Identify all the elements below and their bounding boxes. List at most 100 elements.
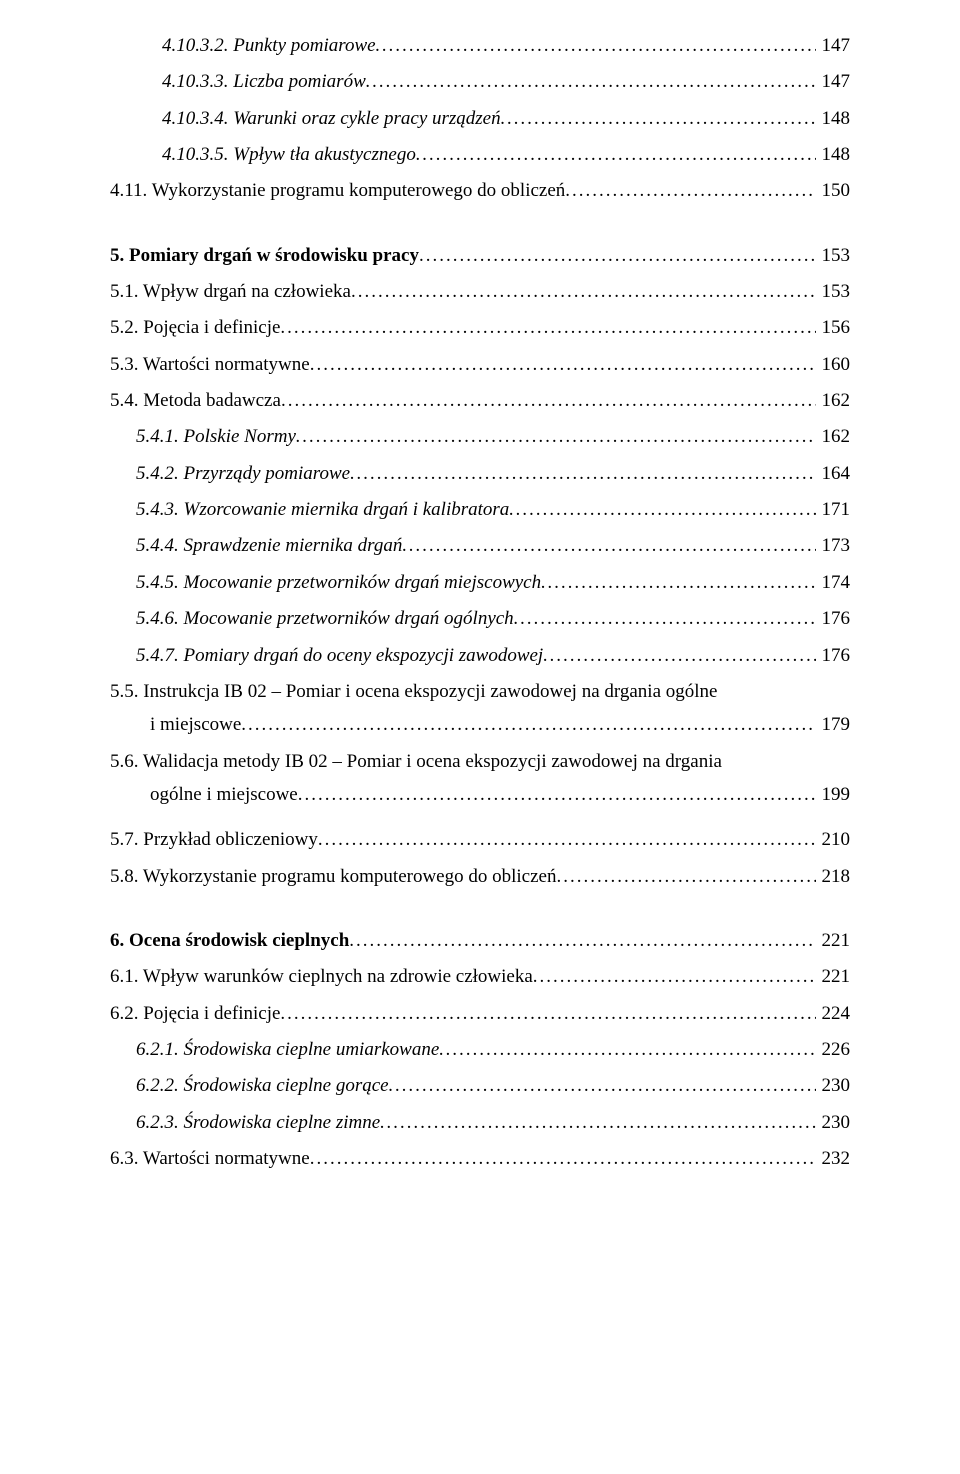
leader-dots (310, 1143, 816, 1174)
leader-dots (543, 640, 815, 671)
toc-entry-text: 5. Pomiary drgań w środowisku pracy (110, 240, 419, 271)
leader-dots (556, 861, 815, 892)
toc-entry-text: 4.10.3.2. Punkty pomiarowe (162, 30, 376, 61)
toc-entry-text: 6.2. Pojęcia i definicje (110, 998, 280, 1029)
leader-dots (389, 1070, 816, 1101)
leader-dots (280, 998, 815, 1029)
toc-page-number: 147 (816, 66, 851, 97)
toc-entry-text: 5.6. Walidacja metody IB 02 – Pomiar i o… (110, 746, 850, 777)
toc-entry: 4.11. Wykorzystanie programu komputerowe… (110, 175, 850, 206)
toc-entry-text: 5.3. Wartości normatywne (110, 349, 310, 380)
toc-entry: 6.2.1. Środowiska cieplne umiarkowane226 (110, 1034, 850, 1065)
toc-entry: 5.2. Pojęcia i definicje 156 (110, 312, 850, 343)
leader-dots (310, 349, 816, 380)
toc-entry: 6.1. Wpływ warunków cieplnych na zdrowie… (110, 961, 850, 992)
toc-entry-text: 5.4.5. Mocowanie przetworników drgań mie… (136, 567, 541, 598)
toc-entry-text: 4.10.3.3. Liczba pomiarów (162, 66, 366, 97)
toc-entry-text: 4.10.3.4. Warunki oraz cykle pracy urząd… (162, 103, 501, 134)
leader-dots (296, 421, 816, 452)
leader-dots (351, 276, 816, 307)
toc-page-number: 176 (816, 640, 851, 671)
toc-page-number: 174 (816, 567, 851, 598)
toc-entry: 5.1. Wpływ drgań na człowieka 153 (110, 276, 850, 307)
toc-page-number: 224 (816, 998, 851, 1029)
leader-dots (349, 925, 815, 956)
leader-dots (541, 567, 815, 598)
toc-entry: 4.10.3.2. Punkty pomiarowe147 (110, 30, 850, 61)
toc-entry-text: 6.2.2. Środowiska cieplne gorące (136, 1070, 389, 1101)
toc-entry-text: i miejscowe (150, 709, 241, 740)
toc-entry: i miejscowe 179 (110, 709, 850, 740)
leader-dots (501, 103, 816, 134)
leader-dots (281, 385, 816, 416)
toc-entry: 5.4.6. Mocowanie przetworników drgań ogó… (110, 603, 850, 634)
leader-dots (241, 709, 815, 740)
leader-dots (416, 139, 816, 170)
leader-dots (514, 603, 816, 634)
toc-entry-text: 5.2. Pojęcia i definicje (110, 312, 280, 343)
leader-dots (376, 30, 816, 61)
leader-dots (280, 312, 815, 343)
toc-entry-text: 4.11. Wykorzystanie programu komputerowe… (110, 175, 565, 206)
toc-entry-text: ogólne i miejscowe (150, 779, 298, 810)
toc-entry: 5.4.4. Sprawdzenie miernika drgań173 (110, 530, 850, 561)
toc-page-number: 171 (816, 494, 851, 525)
leader-dots (565, 175, 815, 206)
toc-entry-text: 5.1. Wpływ drgań na człowieka (110, 276, 351, 307)
toc-entry: 4.10.3.4. Warunki oraz cykle pracy urząd… (110, 103, 850, 134)
toc-entry: ogólne i miejscowe 199 (110, 779, 850, 810)
toc-page-number: 230 (816, 1107, 851, 1138)
toc-page-number: 162 (816, 421, 851, 452)
leader-dots (318, 824, 816, 855)
toc-entry-text: 5.4.2. Przyrządy pomiarowe (136, 458, 350, 489)
leader-dots (298, 779, 816, 810)
toc-page-number: 153 (816, 276, 851, 307)
toc-entry-text: 4.10.3.5. Wpływ tła akustycznego (162, 139, 416, 170)
toc-page-number: 150 (816, 175, 851, 206)
leader-dots (402, 530, 815, 561)
toc-page-number: 173 (816, 530, 851, 561)
toc-entry-text: 5.5. Instrukcja IB 02 – Pomiar i ocena e… (110, 676, 850, 707)
toc-page-number: 230 (816, 1070, 851, 1101)
toc-page-number: 210 (816, 824, 851, 855)
leader-dots (509, 494, 815, 525)
toc-page-number: 221 (816, 925, 851, 956)
toc-entry-text: 6.1. Wpływ warunków cieplnych na zdrowie… (110, 961, 533, 992)
toc-entry: 5. Pomiary drgań w środowisku pracy153 (110, 240, 850, 271)
toc-page-number: 199 (816, 779, 851, 810)
toc-page-number: 179 (816, 709, 851, 740)
toc-entry: 5.7. Przykład obliczeniowy 210 (110, 824, 850, 855)
toc-entry-text: 5.4.1. Polskie Normy (136, 421, 296, 452)
toc-page-number: 221 (816, 961, 851, 992)
toc-entry: 6.2.3. Środowiska cieplne zimne230 (110, 1107, 850, 1138)
toc-entry: 5.4.1. Polskie Normy 162 (110, 421, 850, 452)
toc-entry-text: 5.7. Przykład obliczeniowy (110, 824, 318, 855)
toc-page-number: 162 (816, 385, 851, 416)
toc-page-number: 164 (816, 458, 851, 489)
toc-page-number: 176 (816, 603, 851, 634)
toc-entry: 4.10.3.3. Liczba pomiarów 147 (110, 66, 850, 97)
toc-page-number: 156 (816, 312, 851, 343)
toc-entry: 5.8. Wykorzystanie programu komputeroweg… (110, 861, 850, 892)
toc-entry: 5.4.7. Pomiary drgań do oceny ekspozycji… (110, 640, 850, 671)
leader-dots (439, 1034, 815, 1065)
toc-page-number: 160 (816, 349, 851, 380)
toc-entry: 5.4.2. Przyrządy pomiarowe 164 (110, 458, 850, 489)
toc-page-number: 226 (816, 1034, 851, 1065)
toc-entry: 5.4. Metoda badawcza162 (110, 385, 850, 416)
toc-entry: 5.3. Wartości normatywne 160 (110, 349, 850, 380)
toc-page: 4.10.3.2. Punkty pomiarowe1474.10.3.3. L… (0, 0, 960, 1474)
toc-entry: 4.10.3.5. Wpływ tła akustycznego 148 (110, 139, 850, 170)
toc-entry-text: 6. Ocena środowisk cieplnych (110, 925, 349, 956)
leader-dots (419, 240, 816, 271)
section-spacer (110, 212, 850, 240)
leader-dots (350, 458, 815, 489)
toc-entry-text: 5.4.7. Pomiary drgań do oceny ekspozycji… (136, 640, 543, 671)
toc-page-number: 148 (816, 103, 851, 134)
toc-page-number: 148 (816, 139, 851, 170)
toc-entry: 6. Ocena środowisk cieplnych 221 (110, 925, 850, 956)
toc-entry: 6.2.2. Środowiska cieplne gorące 230 (110, 1070, 850, 1101)
toc-entry: 6.2. Pojęcia i definicje 224 (110, 998, 850, 1029)
toc-entry: 5.4.5. Mocowanie przetworników drgań mie… (110, 567, 850, 598)
toc-entry-text: 5.8. Wykorzystanie programu komputeroweg… (110, 861, 556, 892)
